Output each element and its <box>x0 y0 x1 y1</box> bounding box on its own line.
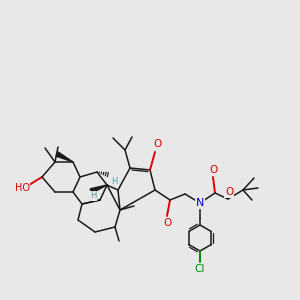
Text: H: H <box>90 191 96 200</box>
Text: N: N <box>196 198 204 208</box>
Polygon shape <box>90 185 107 193</box>
Text: H: H <box>111 176 117 185</box>
Text: Cl: Cl <box>195 264 205 274</box>
Polygon shape <box>56 152 73 162</box>
Text: O: O <box>153 139 161 149</box>
Text: O: O <box>163 218 171 228</box>
Text: HO: HO <box>14 183 29 193</box>
Text: O: O <box>225 187 233 197</box>
Text: O: O <box>209 165 217 175</box>
